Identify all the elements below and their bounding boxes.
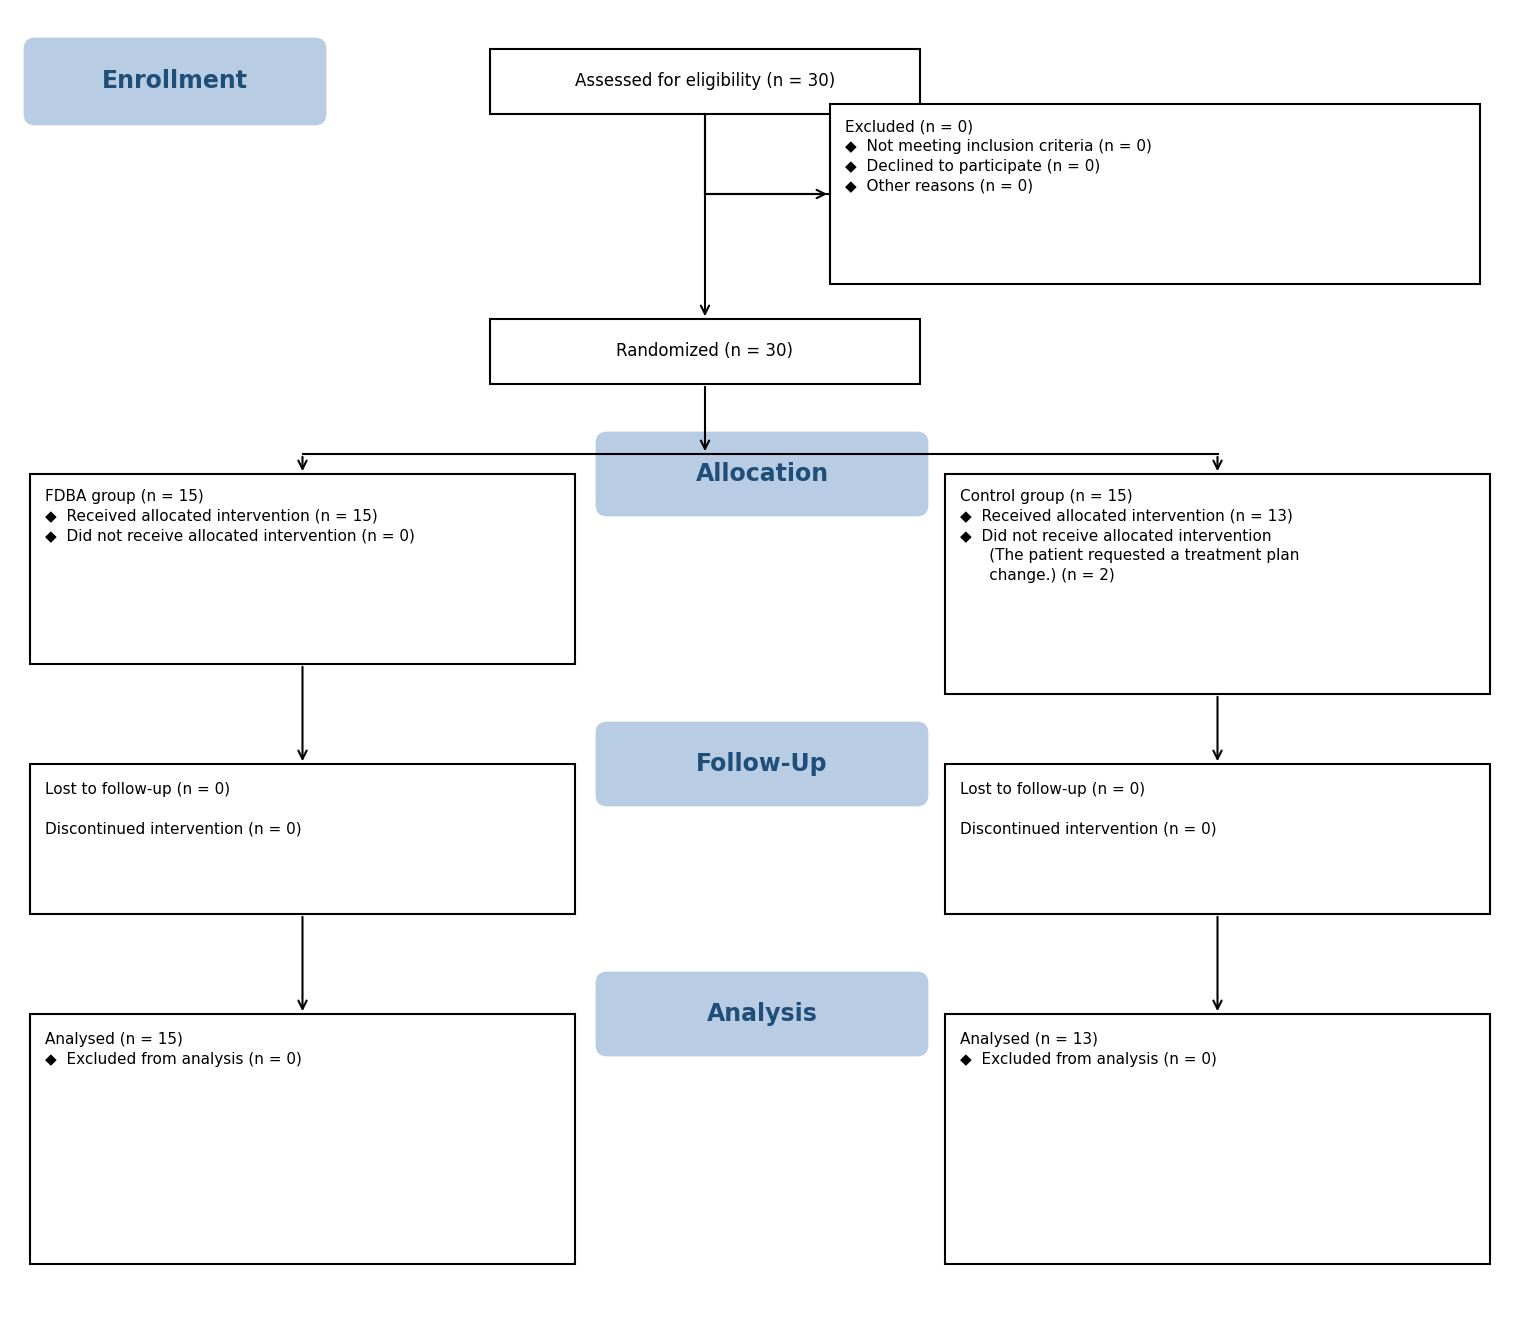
- FancyBboxPatch shape: [597, 723, 927, 805]
- Text: FDBA group (n = 15)
◆  Received allocated intervention (n = 15)
◆  Did not recei: FDBA group (n = 15) ◆ Received allocated…: [46, 489, 415, 543]
- Text: Lost to follow-up (n = 0)

Discontinued intervention (n = 0): Lost to follow-up (n = 0) Discontinued i…: [46, 782, 302, 836]
- FancyBboxPatch shape: [24, 39, 325, 124]
- Bar: [831, 103, 1480, 284]
- Bar: [491, 48, 920, 114]
- Text: Control group (n = 15)
◆  Received allocated intervention (n = 13)
◆  Did not re: Control group (n = 15) ◆ Received alloca…: [960, 489, 1300, 583]
- Bar: [945, 1013, 1490, 1263]
- Text: Analysed (n = 15)
◆  Excluded from analysis (n = 0): Analysed (n = 15) ◆ Excluded from analys…: [46, 1032, 302, 1067]
- Text: Analysed (n = 13)
◆  Excluded from analysis (n = 0): Analysed (n = 13) ◆ Excluded from analys…: [960, 1032, 1216, 1067]
- Bar: [30, 763, 575, 914]
- Text: Assessed for eligibility (n = 30): Assessed for eligibility (n = 30): [575, 73, 835, 90]
- Text: Analysis: Analysis: [707, 1003, 817, 1025]
- Text: Excluded (n = 0)
◆  Not meeting inclusion criteria (n = 0)
◆  Declined to partic: Excluded (n = 0) ◆ Not meeting inclusion…: [844, 120, 1152, 194]
- Bar: [491, 319, 920, 384]
- FancyBboxPatch shape: [597, 433, 927, 515]
- Text: Randomized (n = 30): Randomized (n = 30): [617, 343, 794, 360]
- Text: Lost to follow-up (n = 0)

Discontinued intervention (n = 0): Lost to follow-up (n = 0) Discontinued i…: [960, 782, 1216, 836]
- Text: Allocation: Allocation: [695, 462, 829, 487]
- Bar: [30, 1013, 575, 1263]
- Text: Follow-Up: Follow-Up: [696, 753, 828, 775]
- Bar: [945, 474, 1490, 694]
- Bar: [945, 763, 1490, 914]
- Bar: [30, 474, 575, 664]
- Text: Enrollment: Enrollment: [102, 70, 248, 94]
- FancyBboxPatch shape: [597, 973, 927, 1055]
